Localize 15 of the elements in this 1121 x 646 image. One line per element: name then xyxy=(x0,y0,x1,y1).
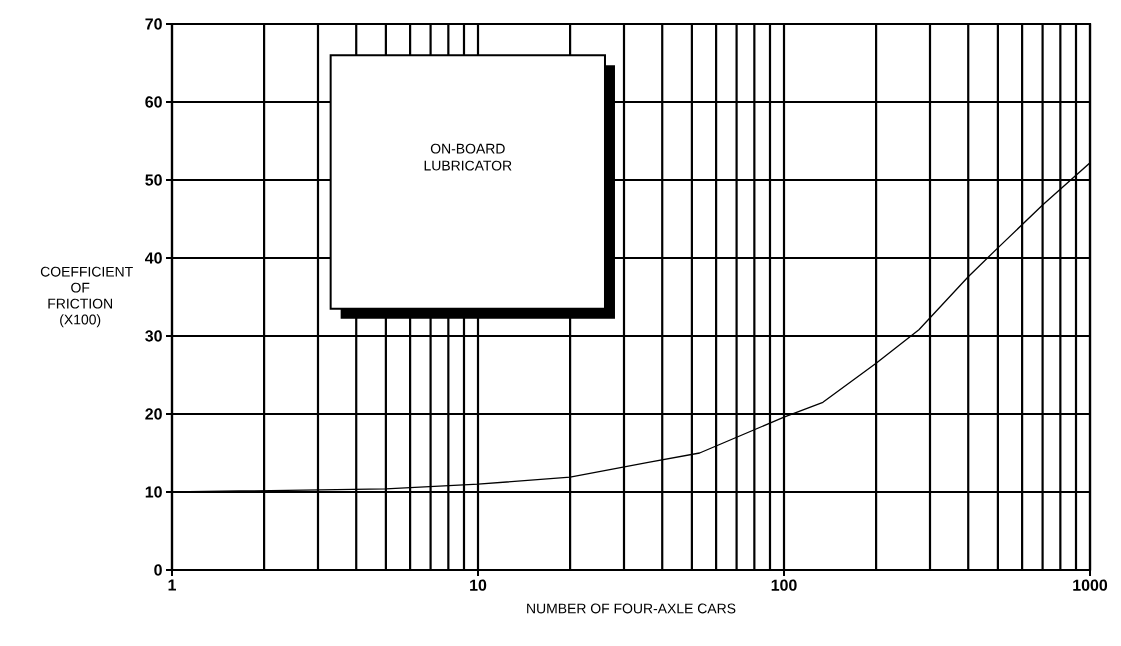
y-tick-label: 70 xyxy=(145,18,162,30)
x-tick-label: 1000 xyxy=(1073,579,1108,591)
y-axis-title: COEFFICIENT OF FRICTION (X100) xyxy=(40,266,133,328)
y-tick-label: 60 xyxy=(145,96,162,108)
y-tick-label: 40 xyxy=(145,252,162,264)
x-tick-label: 100 xyxy=(771,579,797,591)
x-tick-label: 1 xyxy=(168,579,176,591)
y-tick-label: 10 xyxy=(145,486,162,498)
annotation: ON-BOARD LUBRICATOR xyxy=(424,143,512,171)
y-tick-label: 20 xyxy=(145,408,162,420)
y-tick-label: 30 xyxy=(145,330,162,342)
y-tick-label: 50 xyxy=(145,174,162,186)
x-tick-label: 10 xyxy=(470,579,487,591)
x-axis-title: NUMBER OF FOUR-AXLE CARS xyxy=(527,603,736,614)
y-tick-label: 0 xyxy=(154,564,162,576)
